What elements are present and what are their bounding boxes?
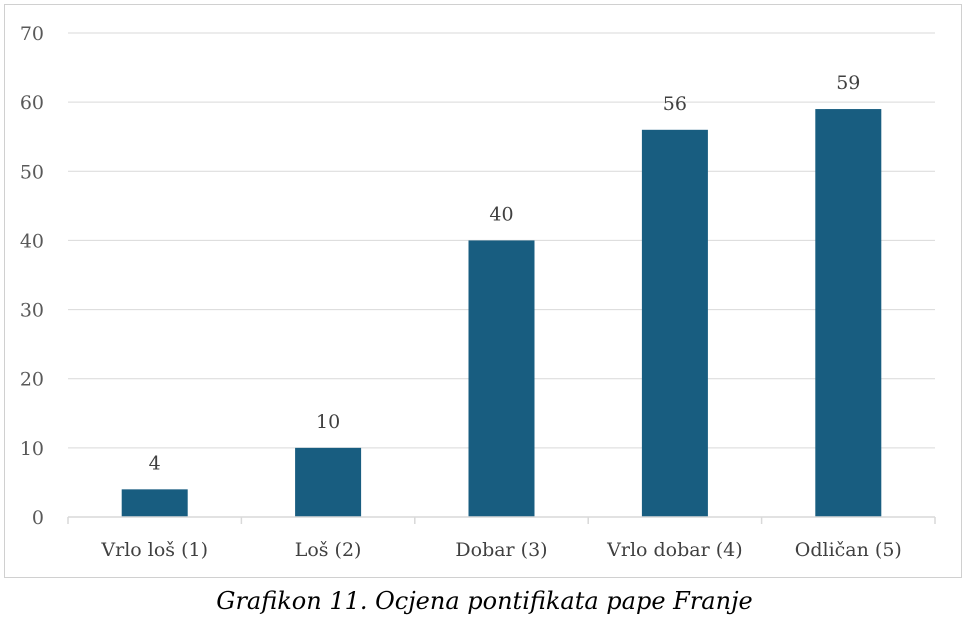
y-tick-label: 0 [32, 507, 44, 529]
y-tick-label: 70 [20, 23, 44, 45]
gridlines [68, 32, 935, 449]
bar [815, 109, 882, 518]
data-label: 4 [149, 452, 161, 474]
bars [121, 109, 882, 518]
y-tick-label: 50 [20, 161, 44, 183]
data-label: 56 [663, 93, 687, 115]
category-label: Dobar (3) [455, 539, 547, 561]
category-label: Odličan (5) [795, 539, 902, 561]
bar-chart: 0 10 20 30 40 50 60 70 4 10 40 56 59 Vrlo loš (1) Lo… [20, 23, 936, 561]
category-label: Vrlo dobar (4) [606, 539, 743, 561]
data-label: 40 [489, 203, 513, 225]
y-tick-label: 40 [20, 230, 44, 252]
y-tick-label: 10 [20, 438, 44, 460]
bar [121, 489, 188, 517]
x-axis-categories: Vrlo loš (1) Loš (2) Dobar (3) Vrlo dobar (… [100, 539, 901, 561]
category-label: Loš (2) [295, 539, 362, 561]
category-label: Vrlo loš (1) [100, 539, 208, 561]
data-label: 59 [836, 72, 860, 94]
data-label: 10 [316, 411, 340, 433]
y-tick-label: 60 [20, 92, 44, 114]
bar [641, 129, 708, 518]
y-axis-ticks: 0 10 20 30 40 50 60 70 [20, 23, 44, 529]
figure-caption: Grafikon 11. Ocjena pontifikata pape Fra… [216, 587, 753, 615]
y-tick-label: 30 [20, 300, 44, 322]
chart-frame [4, 4, 962, 578]
x-axis [67, 516, 936, 524]
y-tick-label: 20 [20, 369, 44, 391]
data-labels: 4 10 40 56 59 [149, 72, 861, 474]
bar [468, 240, 535, 517]
bar [295, 447, 362, 517]
